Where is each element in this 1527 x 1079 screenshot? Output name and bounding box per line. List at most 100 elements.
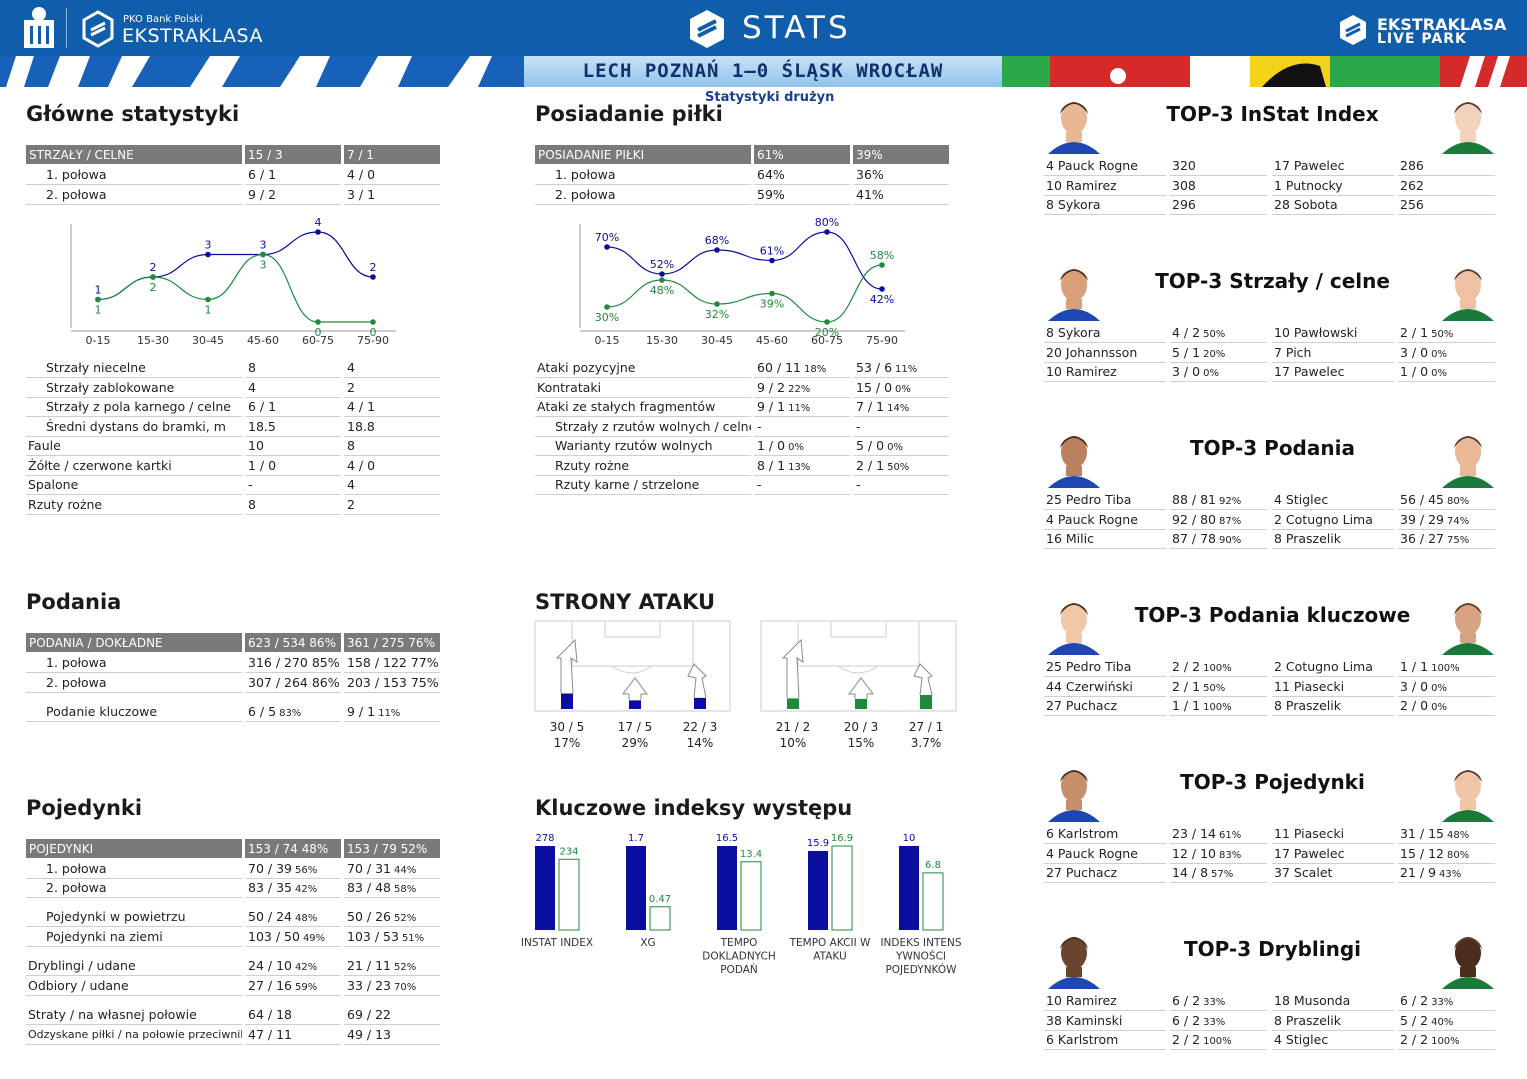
duels-row-5-away-pct: 70% [393, 982, 417, 993]
home-index-value: 1.7 [628, 833, 644, 844]
passes-row-1-away-value: 203 / 153 75% [347, 675, 439, 690]
top3-away-player-name: 17 Pawelec [1272, 156, 1394, 176]
top3-home-player-value: 2 / 1 50% [1170, 677, 1267, 697]
page-title: STATS [742, 10, 851, 46]
top3-away-player-name: 11 Piasecki [1272, 824, 1394, 844]
top3-home-player-pct: 33% [1203, 1016, 1226, 1028]
poss-row-5-away: 2 / 1 50% [853, 456, 949, 476]
top3-away-player-value-text: 1 / 1 [1400, 659, 1429, 674]
possession-line-chart: 0-15 15-30 30-45 45-60 60-75 75-90 70% 52% 68% 61… [579, 216, 905, 347]
poss-row-6-label: Rzuty karne / strzelone [535, 475, 751, 495]
away-zone-pct: 15% [848, 736, 875, 750]
top3-home-player-value: 88 / 81 92% [1170, 490, 1267, 510]
home-index-value: 278 [535, 833, 554, 844]
top3-away-player-value: 56 / 45 80% [1398, 490, 1495, 510]
top3-home-player-name-text: 44 Czerwiński [1046, 678, 1133, 694]
top3-home-player-name: 20 Johannsson [1044, 343, 1166, 363]
top3-home-player-value: 5 / 1 20% [1170, 343, 1267, 363]
top3-home-player-name: 25 Pedro Tiba [1044, 490, 1166, 510]
top3-title-4: TOP-3 Pojedynki [1180, 770, 1365, 794]
poss-header-0: POSIADANIE PIŁKI [535, 145, 751, 164]
poss-row-5-label-text: Rzuty rożne [555, 457, 630, 473]
top3-home-player-value: 308 [1170, 176, 1267, 196]
poss-row-6-away-value: - [856, 477, 861, 492]
index-category-label: PODAŃ [720, 963, 758, 976]
index-category-label: YWNOŚCI [895, 950, 946, 963]
top3-away-player-name: 8 Praszelik [1272, 529, 1394, 549]
main-row-7-away: 2 [344, 495, 440, 515]
top3-away-player-name-text: 11 Piasecki [1274, 678, 1345, 694]
away-index-value: 0.47 [649, 894, 671, 905]
main-half-1-home-value: 6 / 1 [248, 167, 277, 182]
home-zone-arrow-icon [622, 677, 648, 701]
top3-away-player-value: 3 / 0 0% [1398, 343, 1495, 363]
top3-away-player-name-text: 8 Praszelik [1274, 698, 1341, 713]
top3-away-player-name-text: 8 Praszelik [1274, 1012, 1341, 1028]
main-row-6-home-value: - [248, 477, 253, 492]
top3-home-player-name-text: 10 Ramirez [1046, 364, 1117, 379]
top3-away-player-value-text: 31 / 15 [1400, 826, 1444, 841]
duels-header-1: 153 / 74 48% [245, 839, 341, 858]
poss-row-2-away-value: 7 / 1 [856, 399, 885, 414]
series-1-data-label: 80% [815, 216, 839, 229]
top3-home-player-value-text: 4 / 2 [1172, 325, 1201, 340]
series-2-data-label: 30% [595, 311, 619, 324]
passes-key-home-value: 6 / 5 [248, 704, 277, 719]
duels-row-4-home-value: 24 / 10 [248, 958, 292, 973]
top3-away-player-name-text: 37 Scalet [1274, 865, 1333, 880]
poss-half-1-home-value: 64% [757, 167, 785, 182]
home-player-avatar [1042, 591, 1106, 655]
top3-home-player-pct: 33% [1203, 997, 1226, 1008]
top3-away-player-value: 1 / 1 100% [1398, 657, 1495, 677]
main-row-2-home-value: 6 / 1 [248, 399, 277, 414]
poss-row-5-home: 8 / 1 13% [754, 456, 850, 476]
top3-away-player-name: 10 Pawłowski [1272, 323, 1394, 343]
main-half-2-home: 9 / 2 [245, 185, 341, 205]
top3-home-player-value-text: 14 / 8 [1172, 865, 1209, 880]
away-goal-box [830, 620, 887, 638]
duels-row-0-away: 70 / 31 44% [344, 859, 440, 879]
x-tick-label: 0-15 [595, 334, 620, 347]
x-tick-label: 45-60 [247, 334, 279, 347]
poss-row-2-away: 7 / 1 14% [853, 397, 949, 417]
poss-row-4-home: 1 / 0 0% [754, 436, 850, 456]
top3-home-player-name: 6 Karlstrom [1044, 824, 1166, 844]
key-indexes-bar-chart: 278 234 INSTAT INDEX 1.7 0.47 XG 16.513.4 TEMPO… [521, 833, 962, 976]
poss-row-5-home-value: 8 / 1 [757, 457, 786, 473]
home-zone-pct: 17% [554, 736, 581, 750]
top3-home-player-value: 4 / 2 50% [1170, 323, 1267, 343]
series-1-point [824, 229, 830, 235]
poss-row-0-away-pct: 11% [895, 364, 918, 375]
top3-home-player-name: 8 Sykora [1044, 195, 1166, 215]
series-1-data-label: 70% [595, 231, 619, 244]
home-player-avatar [1042, 90, 1106, 154]
top3-home-player-value: 2 / 2 100% [1170, 657, 1267, 677]
top3-home-player-value-text: 3 / 0 [1172, 364, 1201, 379]
poss-half-1-away-value: 36% [856, 167, 884, 182]
poss-row-4-label-text: Warianty rzutów wolnych [555, 438, 713, 453]
away-index-value: 6.8 [925, 860, 941, 871]
x-tick-label: 75-90 [357, 334, 389, 347]
main-row-7-home: 8 [245, 495, 341, 515]
top3-home-player-name: 44 Czerwiński [1044, 677, 1166, 697]
top3-home-player-name-text: 6 Karlstrom [1046, 1032, 1119, 1047]
top3-away-player-name-text: 17 Pawelec [1274, 845, 1345, 861]
series-2-data-label: 48% [650, 284, 674, 297]
poss-row-3-label: Strzały z rzutów wolnych / celne [535, 417, 751, 437]
passes-key-label-text: Podanie kluczowe [46, 704, 158, 719]
top3-away-player-pct: 0% [1431, 682, 1447, 694]
duels-row-6-home: 64 / 18 [245, 1005, 341, 1025]
main-row-1-away: 2 [344, 378, 440, 398]
poss-half-2-away-value: 41% [856, 187, 884, 202]
top3-home-player-name-text: 8 Sykora [1046, 197, 1101, 212]
main-row-2-home: 6 / 1 [245, 397, 341, 417]
top3-away-player-name: 17 Pawelec [1272, 844, 1394, 864]
poss-row-0-label: Ataki pozycyjne [535, 358, 751, 378]
main-row-5-label-text: Żółte / czerwone kartki [28, 457, 172, 473]
main-row-1-home: 4 [245, 378, 341, 398]
top3-away-player-value-text: 286 [1400, 158, 1424, 173]
top3-away-player-name-text: 7 Pich [1274, 344, 1312, 360]
duels-row-6-away: 69 / 22 [344, 1005, 440, 1025]
main-header-2: 7 / 1 [344, 145, 440, 164]
home-index-value: 10 [903, 833, 916, 844]
